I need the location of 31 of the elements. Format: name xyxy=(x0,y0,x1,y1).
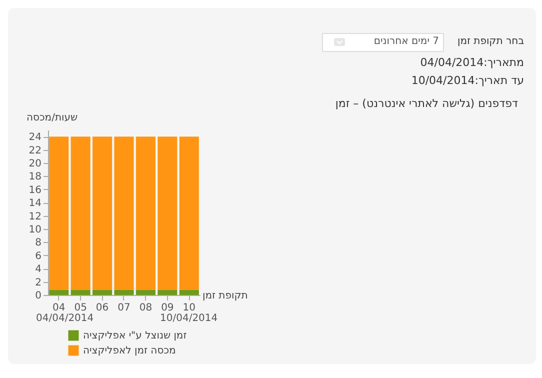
legend-label: מכסה זמן לאפליקציה xyxy=(83,346,176,356)
y-tick-label: 22 xyxy=(28,145,42,156)
text: בחר תקופת זמן xyxy=(457,36,524,47)
text: עד תאריך:10/04/2014 xyxy=(411,74,524,87)
x-tick-label: 10 xyxy=(182,302,196,314)
y-tick-label: 8 xyxy=(35,238,42,249)
y-tick-label: 0 xyxy=(35,290,42,302)
x-tick-label: 08 xyxy=(139,302,152,314)
x-axis-title: תקופת זמן xyxy=(202,290,248,302)
x-tick-label: 06 xyxy=(96,302,109,314)
x-tick-label: 07 xyxy=(118,302,130,314)
text: 7 ימים אחרונים xyxy=(374,36,439,47)
y-tick-label: 12 xyxy=(28,211,42,222)
x-tick-label: 05 xyxy=(74,302,87,314)
y-tick-label: 14 xyxy=(28,198,42,210)
x-tick-label: 04 xyxy=(52,302,66,314)
text: דפדפנים (גלישה לאתרי אינטרנט) – זמן xyxy=(335,97,518,110)
y-tick-label: 6 xyxy=(35,250,42,262)
y-tick-label: 24 xyxy=(28,132,42,144)
x-tick-label: 09 xyxy=(161,302,174,314)
y-tick-label: 2 xyxy=(35,277,42,288)
y-tick-label: 20 xyxy=(28,158,42,170)
y-tick-label: 18 xyxy=(28,172,42,183)
y-axis-title: שעות/מכסה xyxy=(26,112,78,124)
y-tick-label: 4 xyxy=(35,264,42,276)
y-tick-label: 16 xyxy=(28,184,42,196)
text: מתאריך:04/04/2014 xyxy=(420,56,524,69)
text: 10/04/2014 xyxy=(160,313,218,324)
y-tick-label: 10 xyxy=(28,224,42,236)
legend-label: זמן שנוצל ע"י אפליקציה xyxy=(83,330,188,342)
text: 04/04/2014 xyxy=(36,313,94,324)
